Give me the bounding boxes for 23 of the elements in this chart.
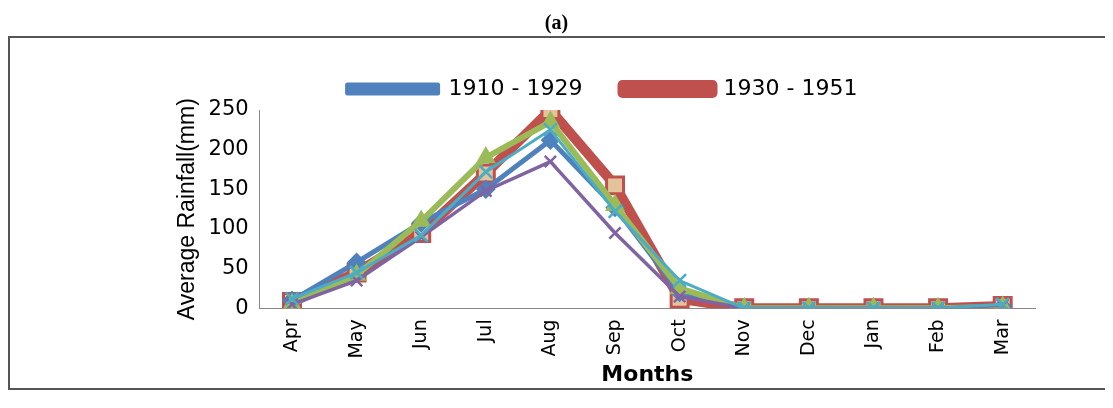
x-tick-label: Aug [537,319,560,357]
chart-title: (a) [543,10,570,36]
y-axis-title: Average Rainfall(mm) [173,98,200,321]
x-tick-label: Oct [666,319,689,353]
x-tick-label: Jun [408,319,431,351]
y-tick-label: 100 [208,215,249,240]
legend-label: 1930 - 1951 [723,74,858,100]
x-tick-label: Feb [925,319,948,353]
x-tick-label: Dec [795,319,818,357]
x-tick-label: Jan [860,319,883,350]
x-tick-label: Nov [731,319,754,357]
x-tick-label: Jul [472,319,495,344]
y-tick-label: 150 [208,175,249,200]
y-tick-label: 0 [235,294,249,319]
x-tick-label: Sep [601,319,624,356]
x-tick-label: Mar [989,319,1012,356]
y-tick-label: 50 [221,255,249,280]
x-tick-label: Apr [278,319,301,353]
y-tick-label: 250 [208,96,249,121]
y-tick-label: 200 [208,136,249,161]
x-tick-label: May [343,319,366,359]
x-axis-title: Months [601,360,694,386]
legend-label: 1910 - 1929 [448,74,583,100]
